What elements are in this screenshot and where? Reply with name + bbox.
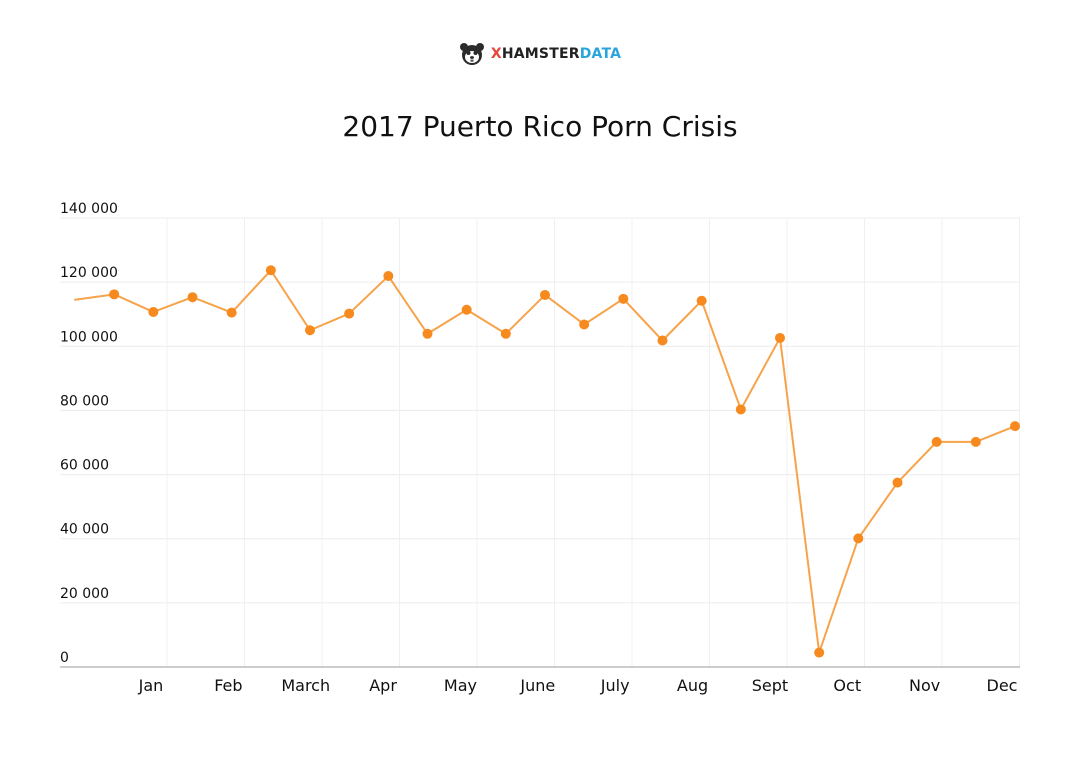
x-tick-label: Nov (909, 676, 940, 695)
x-tick-label: March (281, 676, 330, 695)
x-tick-label: Oct (833, 676, 861, 695)
series-line-segment (818, 537, 860, 654)
x-tick-label: May (444, 676, 477, 695)
series-line-segment (309, 312, 351, 332)
y-tick-label: 80 000 (60, 393, 109, 409)
data-points (109, 265, 1020, 658)
data-point (696, 295, 707, 306)
data-point (461, 304, 472, 315)
x-tick-label: Dec (987, 676, 1018, 695)
series-line-segment (700, 299, 742, 411)
series-line-segment (974, 425, 1016, 443)
series-line-segment (896, 440, 938, 484)
data-point (500, 328, 511, 339)
y-tick-label: 100 000 (60, 329, 118, 345)
data-point (892, 477, 903, 488)
brand-logo: XHAMSTERDATA (0, 38, 1080, 70)
data-point (265, 265, 276, 276)
data-point (226, 307, 237, 318)
x-tick-label: Apr (369, 676, 397, 695)
series-line-segment (779, 336, 821, 654)
data-point (1010, 421, 1020, 432)
series-line-segment (113, 293, 155, 313)
series-line-segment (739, 336, 781, 411)
axes: 0 20 000 40 000 60 000 80 000 100 000 120 000 1… (60, 201, 1020, 695)
x-tick-label: June (519, 676, 555, 695)
y-tick-label: 60 000 (60, 458, 109, 474)
series-line-segment (465, 308, 507, 335)
data-point (970, 436, 981, 447)
series-line-segment (583, 297, 625, 326)
chart-title: 2017 Puerto Rico Porn Crisis (342, 110, 738, 143)
series-line-segment (269, 269, 311, 332)
data-point (305, 325, 315, 336)
series-line-segment (152, 296, 194, 313)
series-line-segment (426, 308, 468, 335)
data-point (931, 436, 942, 447)
y-tick-label: 40 000 (60, 522, 109, 538)
data-point (814, 647, 825, 658)
y-tick-label: 0 (60, 650, 69, 666)
series-line-segment (661, 299, 703, 342)
data-point (579, 319, 590, 330)
data-point (657, 335, 668, 346)
data-point (540, 289, 550, 300)
data-point (775, 332, 785, 343)
brand-x: X (490, 46, 502, 62)
hamster-icon (459, 43, 484, 65)
data-point (853, 533, 864, 544)
y-tick-label: 120 000 (60, 265, 118, 281)
x-tick-label: Jan (138, 676, 164, 695)
data-point (383, 271, 394, 282)
series-line-segment (387, 275, 429, 335)
data-point (187, 292, 198, 303)
series-line-segment (191, 296, 233, 314)
data-point (344, 308, 355, 319)
x-tick-label: Aug (677, 676, 708, 695)
series-line-segment (857, 481, 899, 540)
series-line-segment (504, 293, 546, 335)
data-point (148, 306, 159, 317)
data-point (422, 328, 433, 339)
brand-name: XHAMSTERDATA (491, 46, 621, 62)
y-tick-label: 20 000 (60, 586, 109, 602)
series (74, 269, 1016, 654)
x-tick-label: July (600, 676, 630, 695)
x-tick-label: Feb (214, 676, 242, 695)
brand-data: DATA (579, 46, 622, 62)
brand-hamster: HAMSTER (501, 46, 580, 62)
grid (60, 217, 1020, 667)
x-tick-label: Sept (752, 676, 788, 695)
series-line-segment (348, 275, 390, 315)
series-line-segment (230, 269, 272, 314)
data-point (735, 404, 746, 415)
data-point (618, 293, 629, 304)
series-line-segment (544, 293, 586, 326)
series-line-segment (622, 297, 664, 342)
series-line-segment (74, 293, 116, 301)
data-point (109, 289, 120, 300)
y-tick-label: 140 000 (60, 201, 118, 217)
